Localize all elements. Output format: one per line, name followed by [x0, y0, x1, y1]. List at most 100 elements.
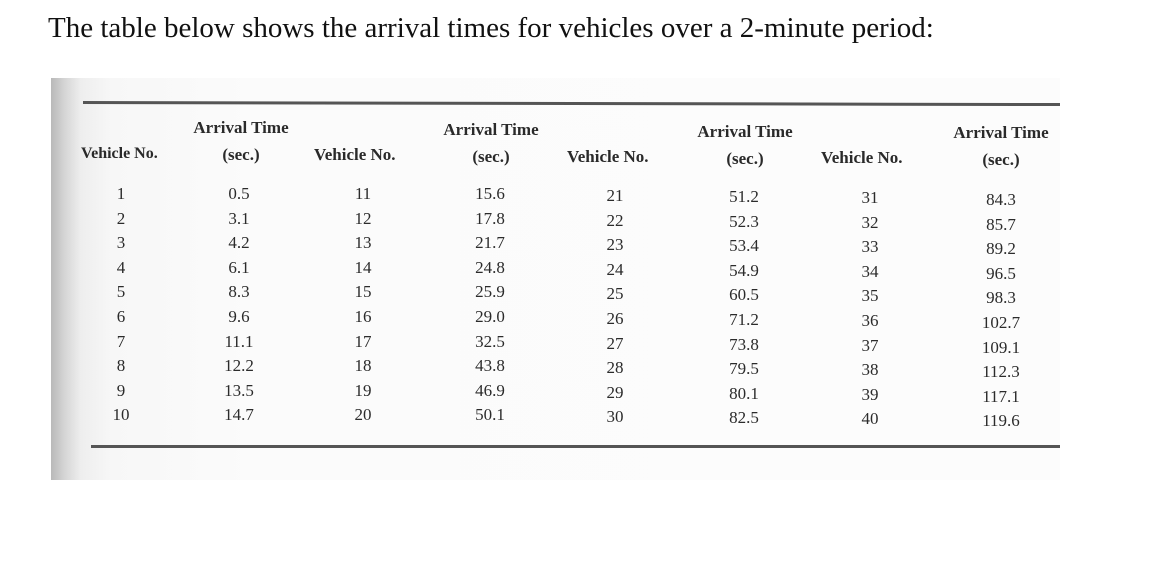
header-arrival-line1: Arrival Time [443, 120, 539, 139]
arrival-cell: 8.3 [228, 282, 250, 302]
vehicle-cell: 20 [354, 405, 372, 425]
vehicle-cell: 25 [606, 284, 624, 304]
header-arrival-time-3: Arrival Time (sec.) [685, 122, 805, 169]
table-bottom-rule [91, 445, 1060, 448]
arrival-cell: 29.0 [475, 306, 505, 326]
vehicle-cell: 37 [861, 335, 879, 355]
arrival-cell: 11.1 [224, 331, 254, 351]
vehicle-cell: 33 [861, 237, 879, 257]
vehicle-cell: 10 [112, 405, 130, 425]
vehicle-cell: 16 [354, 306, 372, 326]
vehicle-cell: 36 [861, 310, 879, 330]
arrival-cell: 89.2 [986, 239, 1016, 259]
arrival-cell: 6.1 [228, 257, 250, 277]
vehicle-column-1: 1 2 3 4 5 6 7 8 9 10 [101, 182, 141, 428]
vehicle-cell: 3 [116, 233, 126, 253]
arrival-cell: 14.7 [224, 405, 254, 425]
arrival-cell: 96.5 [986, 263, 1016, 283]
vehicle-cell: 22 [606, 210, 624, 230]
vehicle-cell: 24 [606, 259, 624, 279]
arrival-cell: 53.4 [729, 236, 759, 256]
intro-text: The table below shows the arrival times … [48, 12, 934, 44]
header-arrival-line1: Arrival Time [697, 122, 793, 141]
vehicle-column-3: 21 22 23 24 25 26 27 28 29 30 [595, 184, 635, 430]
header-arrival-line1: Arrival Time [193, 118, 289, 137]
vehicle-cell: 12 [354, 208, 372, 228]
arrival-cell: 12.2 [224, 356, 254, 376]
arrival-cell: 98.3 [986, 288, 1016, 308]
vehicle-cell: 29 [606, 382, 624, 402]
table-top-rule [82, 101, 1060, 107]
arrival-cell: 82.5 [729, 408, 759, 428]
vehicle-cell: 40 [861, 409, 879, 429]
vehicle-cell: 32 [861, 212, 879, 232]
vehicle-cell: 39 [861, 384, 879, 404]
vehicle-cell: 4 [116, 257, 126, 277]
arrival-cell: 0.5 [228, 184, 250, 203]
arrival-cell: 24.8 [475, 257, 505, 277]
header-arrival-time-2: Arrival Time (sec.) [431, 120, 551, 167]
vehicle-cell: 7 [116, 331, 126, 351]
vehicle-cell: 28 [606, 358, 624, 378]
vehicle-cell: 17 [354, 331, 372, 351]
arrival-cell: 43.8 [475, 356, 505, 376]
vehicle-column-2: 11 12 13 14 15 16 17 18 19 20 [343, 182, 383, 428]
vehicle-cell: 6 [116, 306, 126, 326]
arrival-cell: 73.8 [729, 334, 759, 354]
header-arrival-line2: (sec.) [222, 145, 260, 164]
vehicle-cell: 5 [116, 282, 126, 302]
vehicle-cell: 15 [354, 282, 372, 302]
vehicle-cell: 8 [116, 356, 126, 376]
vehicle-cell: 23 [606, 235, 624, 255]
arrival-cell: 60.5 [729, 285, 759, 305]
arrival-cell: 21.7 [475, 233, 505, 253]
header-arrival-line1: Arrival Time [953, 123, 1049, 142]
arrival-cell: 112.3 [982, 362, 1020, 382]
vehicle-cell: 26 [606, 308, 624, 328]
vehicle-cell: 14 [354, 257, 372, 277]
arrival-cell: 3.1 [228, 208, 250, 228]
arrival-cell: 17.8 [475, 208, 505, 228]
vehicle-cell: 18 [354, 356, 372, 376]
arrival-cell: 117.1 [982, 386, 1020, 406]
arrival-cell: 4.2 [228, 233, 250, 253]
vehicle-column-4: 31 32 33 34 35 36 37 38 39 40 [850, 186, 890, 432]
arrival-cell: 79.5 [729, 359, 759, 379]
arrival-cell: 13.5 [224, 380, 254, 400]
vehicle-cell: 2 [116, 208, 126, 228]
arrival-cell: 46.9 [475, 380, 505, 400]
vehicle-cell: 9 [116, 380, 126, 400]
header-vehicle-no-4: Vehicle No. [821, 148, 903, 167]
arrival-cell: 25.9 [475, 282, 505, 302]
header-arrival-line2: (sec.) [982, 150, 1020, 169]
vehicle-cell: 34 [861, 261, 879, 281]
vehicle-cell: 31 [861, 188, 879, 207]
arrival-cell: 109.1 [981, 337, 1021, 357]
arrival-cell: 15.6 [475, 184, 505, 203]
arrival-cell: 51.2 [729, 187, 759, 206]
header-arrival-line2: (sec.) [472, 147, 510, 166]
arrival-column-2: 15.6 17.8 21.7 24.8 25.9 29.0 32.5 43.8 … [460, 182, 520, 428]
arrival-cell: 50.1 [475, 405, 505, 425]
arrival-cell: 9.6 [228, 306, 250, 326]
header-vehicle-no-2: Vehicle No. [314, 145, 396, 164]
arrival-cell: 80.1 [729, 383, 759, 403]
arrival-cell: 52.3 [729, 211, 759, 231]
header-vehicle-no-3: Vehicle No. [567, 147, 649, 166]
arrival-cell: 84.3 [986, 190, 1016, 209]
vehicle-cell: 11 [354, 184, 372, 203]
arrival-column-4: 84.3 85.7 89.2 96.5 98.3 102.7 109.1 112… [971, 188, 1031, 434]
arrival-column-1: 0.5 3.1 4.2 6.1 8.3 9.6 11.1 12.2 13.5 1… [209, 182, 269, 428]
arrival-cell: 119.6 [982, 411, 1020, 431]
vehicle-cell: 21 [606, 186, 624, 205]
header-arrival-time-4: Arrival Time (sec.) [941, 123, 1060, 170]
arrival-cell: 32.5 [475, 331, 505, 351]
vehicle-cell: 1 [116, 184, 126, 203]
vehicle-cell: 35 [861, 286, 879, 306]
arrival-cell: 71.2 [729, 309, 759, 329]
arrival-times-table: Vehicle No. Arrival Time (sec.) Vehicle … [51, 78, 1060, 480]
vehicle-cell: 13 [354, 233, 372, 253]
arrival-cell: 54.9 [729, 260, 759, 280]
header-arrival-time-1: Arrival Time (sec.) [181, 118, 301, 165]
arrival-cell: 102.7 [981, 312, 1021, 332]
